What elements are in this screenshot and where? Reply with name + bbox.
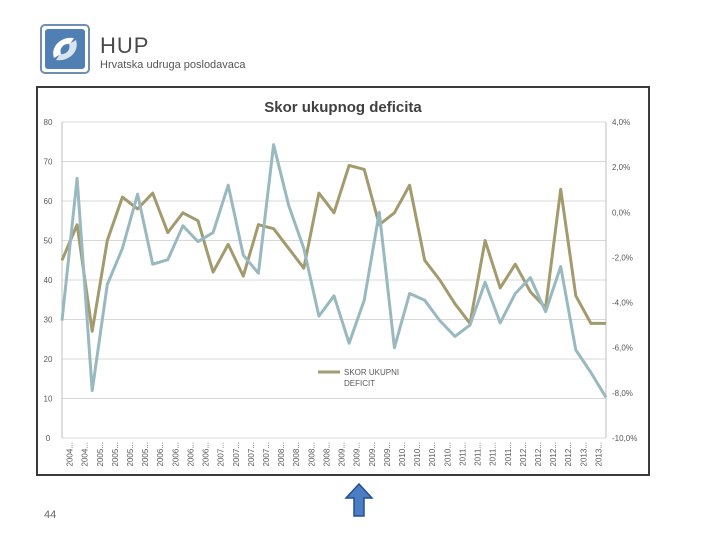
x-tick-label: 2007... — [247, 442, 256, 466]
left-tick-label: 10 — [44, 395, 53, 404]
x-tick-label: 2012... — [534, 442, 543, 466]
right-tick-label: -6,0% — [612, 344, 633, 353]
x-tick-label: 2006... — [156, 442, 165, 466]
chart-title: Skor ukupnog deficita — [264, 99, 422, 116]
x-tick-label: 2007... — [232, 442, 241, 466]
brand-subtitle: Hrvatska udruga poslodavaca — [100, 59, 246, 71]
x-tick-label: 2011... — [474, 442, 483, 466]
x-tick-label: 2009... — [368, 442, 377, 466]
left-tick-label: 40 — [44, 276, 53, 285]
x-tick-label: 2009... — [383, 442, 392, 466]
x-tick-label: 2009... — [338, 442, 347, 466]
left-tick-label: 70 — [44, 158, 53, 167]
series-line-deficit — [60, 143, 608, 399]
x-tick-label: 2006... — [186, 442, 195, 466]
x-tick-label: 2009... — [353, 442, 362, 466]
x-tick-label: 2004... — [66, 442, 75, 466]
x-tick-label: 2006... — [202, 442, 211, 466]
x-tick-label: 2008... — [292, 442, 301, 466]
brand-title: HUP — [100, 33, 150, 58]
right-tick-label: 2,0% — [612, 163, 630, 172]
page-number: 44 — [44, 509, 57, 521]
x-tick-label: 2008... — [307, 442, 316, 466]
x-tick-label: 2010... — [443, 442, 452, 466]
left-tick-label: 50 — [44, 237, 53, 246]
x-tick-label: 2011... — [504, 442, 513, 466]
x-tick-label: 2012... — [519, 442, 528, 466]
right-tick-label: -4,0% — [612, 299, 633, 308]
x-tick-label: 2005... — [111, 442, 120, 466]
x-tick-label: 2011... — [489, 442, 498, 466]
right-tick-label: -8,0% — [612, 389, 633, 398]
x-tick-label: 2005... — [126, 442, 135, 466]
x-tick-label: 2011... — [458, 442, 467, 466]
x-tick-label: 2005... — [96, 442, 105, 466]
right-tick-label: -10,0% — [612, 434, 637, 443]
left-tick-label: 20 — [44, 355, 53, 364]
left-tick-label: 30 — [44, 316, 53, 325]
left-tick-label: 80 — [44, 118, 53, 127]
up-arrow-icon[interactable] — [344, 482, 374, 518]
hup-logo-icon — [40, 24, 90, 74]
x-tick-label: 2010... — [398, 442, 407, 466]
x-tick-label: 2004... — [81, 442, 90, 466]
line-chart: Skor ukupnog deficita 01020304050607080 … — [44, 99, 638, 466]
right-tick-label: -2,0% — [612, 253, 633, 262]
x-tick-label: 2007... — [262, 442, 271, 466]
x-tick-label: 2005... — [141, 442, 150, 466]
x-tick-label: 2008... — [277, 442, 286, 466]
chart-frame: Skor ukupnog deficita 0 10 20 30 40 50 60 70 80 … — [36, 86, 650, 476]
x-tick-label: 2007... — [217, 442, 226, 466]
x-tick-label: 2006... — [171, 442, 180, 466]
x-tick-label: 2010... — [428, 442, 437, 466]
x-tick-label: 2012... — [564, 442, 573, 466]
left-tick-label: 60 — [44, 197, 53, 206]
x-tick-label: 2013... — [594, 442, 603, 466]
x-tick-label: 2008... — [322, 442, 331, 466]
right-tick-label: 4,0% — [612, 118, 630, 127]
series-line-score — [60, 163, 606, 333]
legend-label: SKOR UKUPNI — [344, 368, 399, 377]
legend-label-cont: DEFICIT — [344, 379, 375, 388]
right-tick-label: 0,0% — [612, 208, 630, 217]
x-tick-label: 2013... — [579, 442, 588, 466]
left-tick-label: 0 — [46, 434, 51, 443]
x-tick-label: 2012... — [549, 442, 558, 466]
x-tick-label: 2010... — [413, 442, 422, 466]
